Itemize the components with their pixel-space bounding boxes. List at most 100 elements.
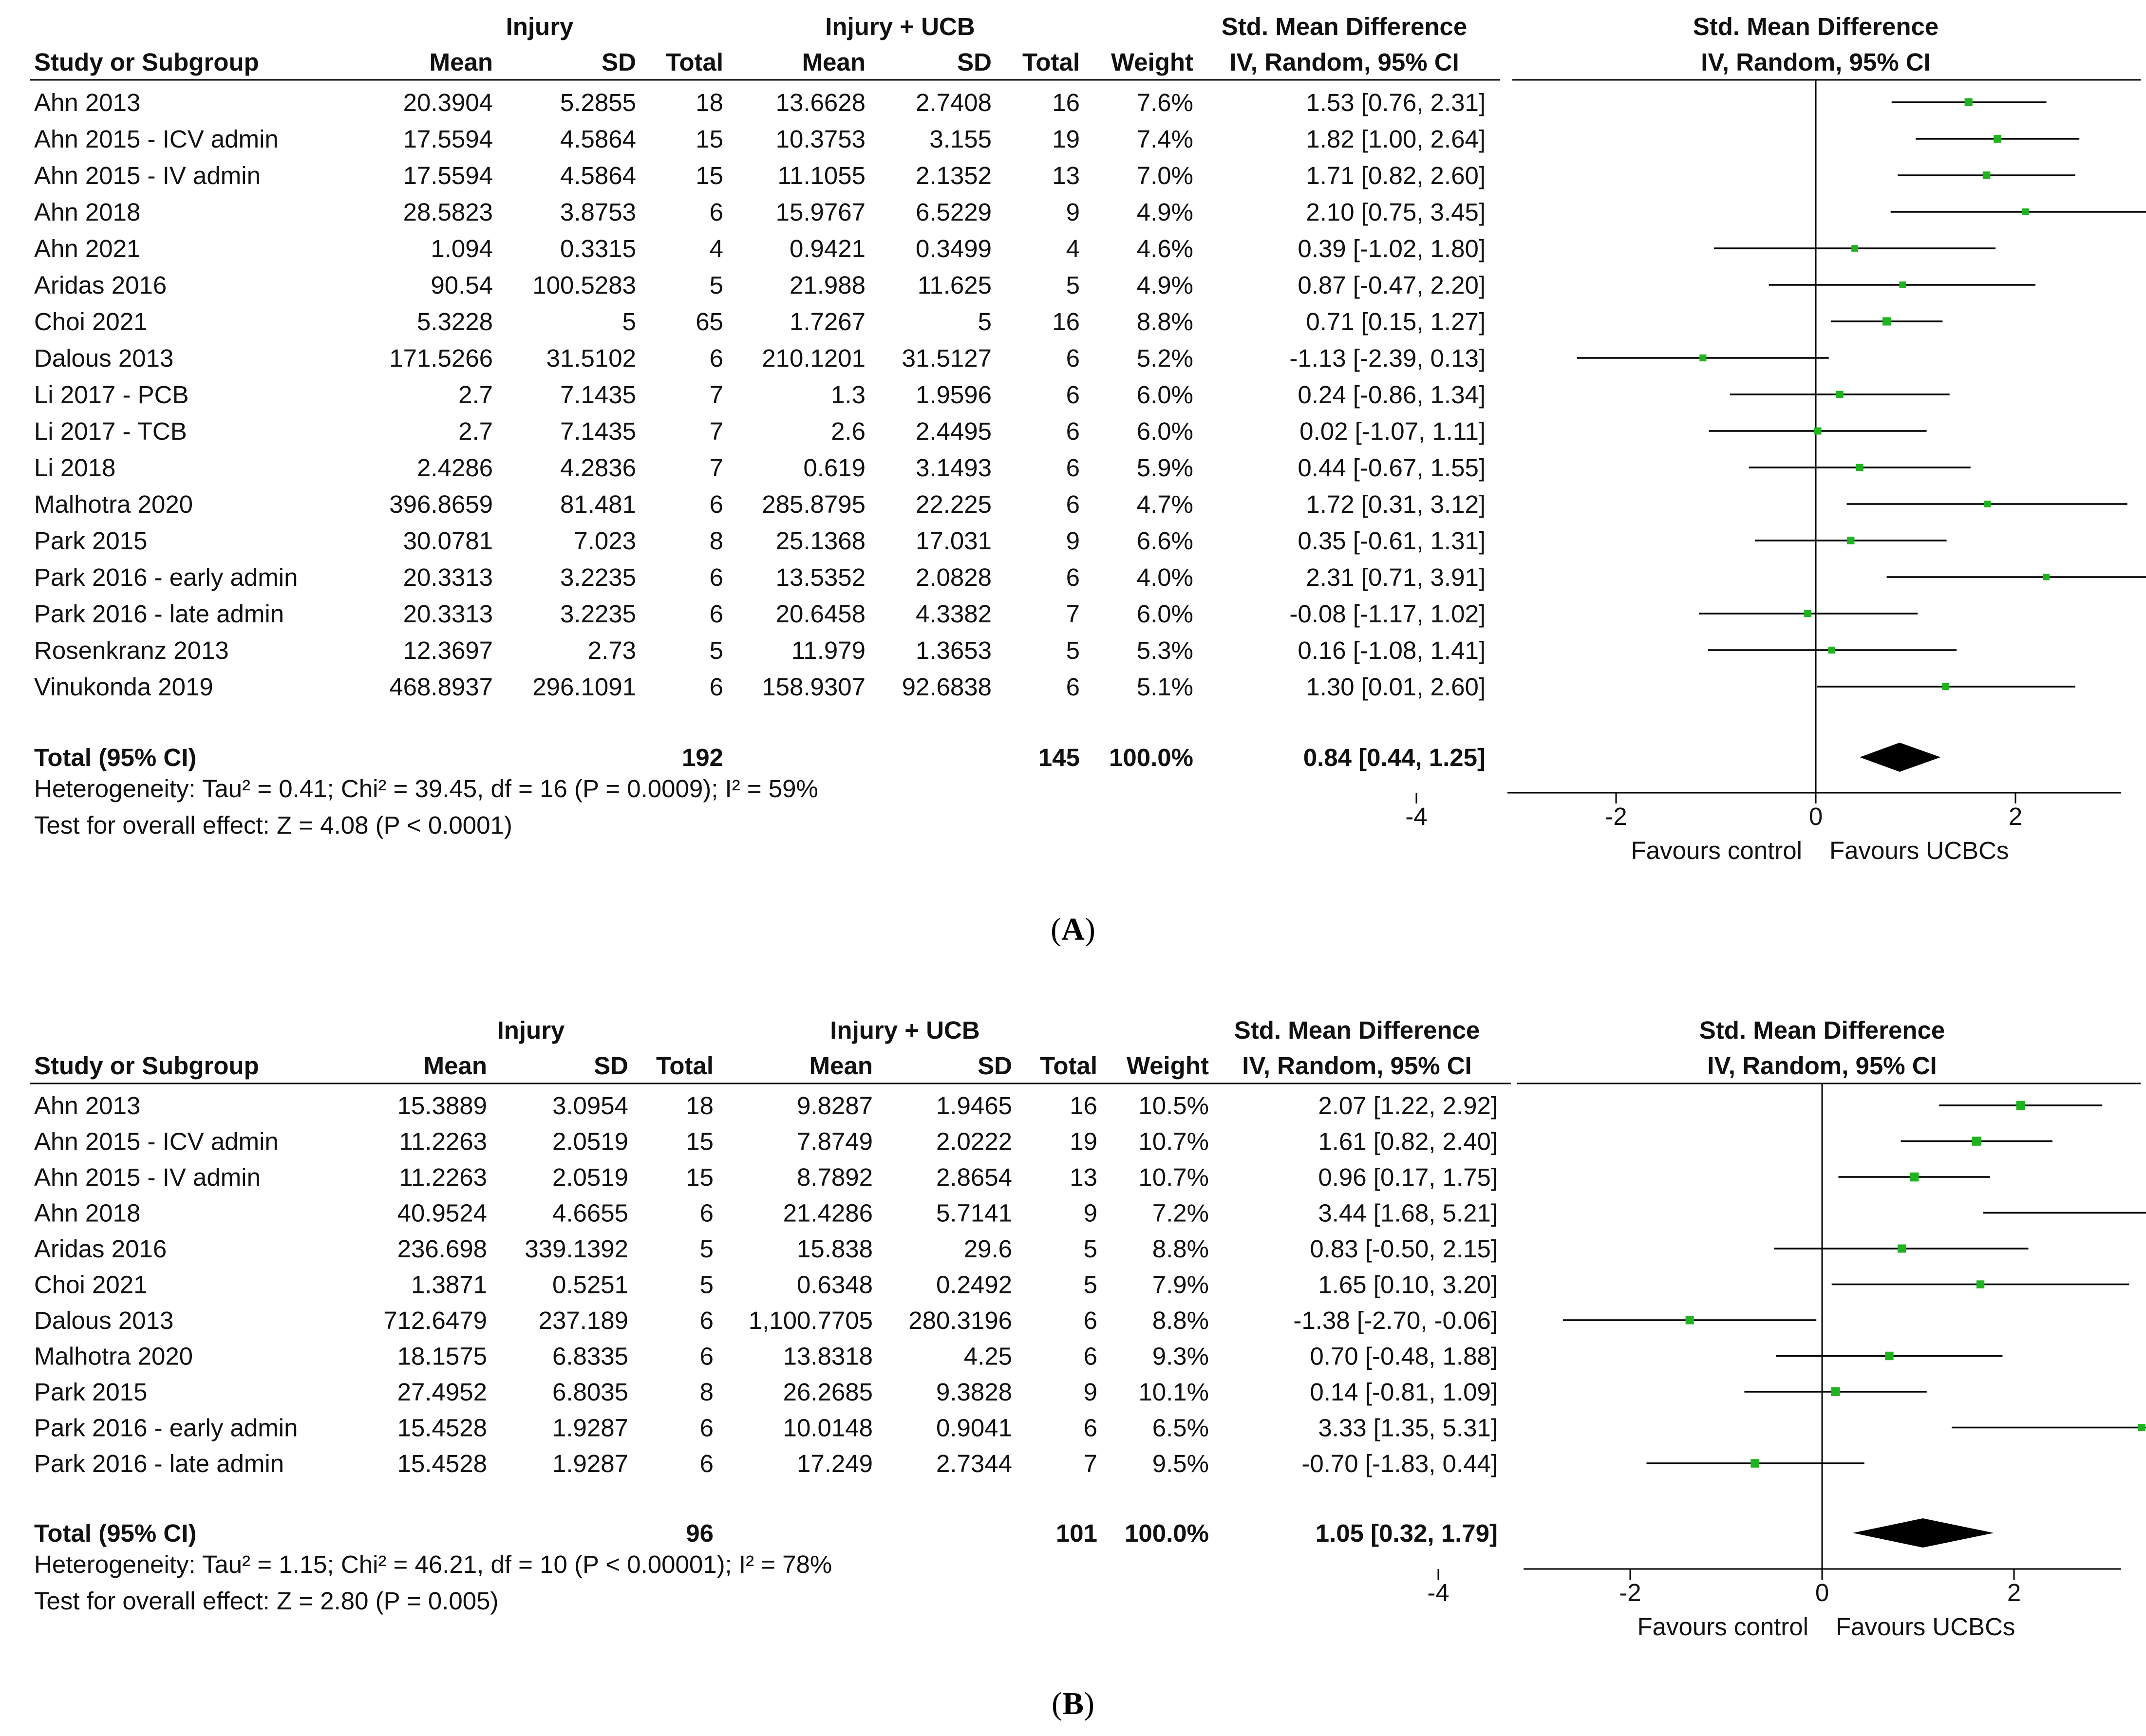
cell-mean-injury: 11.2263 bbox=[399, 1163, 487, 1191]
cell-weight: 9.5% bbox=[1152, 1450, 1209, 1477]
total-label: Total (95% CI) bbox=[34, 1519, 196, 1547]
cell-sd-ucb: 0.2492 bbox=[936, 1271, 1012, 1299]
cell-mean-injury: 12.3697 bbox=[403, 636, 493, 664]
cell-sd-ucb: 29.6 bbox=[964, 1235, 1012, 1263]
study-name: Aridas 2016 bbox=[34, 271, 167, 299]
cell-smd-ci: 0.44 [-0.67, 1.55] bbox=[1298, 454, 1486, 482]
header-weight: Weight bbox=[1111, 48, 1193, 76]
x-tick-label: -2 bbox=[1605, 803, 1627, 830]
cell-sd-ucb: 5 bbox=[978, 308, 992, 336]
x-tick-label: -2 bbox=[1619, 1579, 1641, 1606]
header-smd-left: Std. Mean Difference bbox=[1222, 13, 1467, 40]
cell-smd-ci: 1.65 [0.10, 3.20] bbox=[1318, 1271, 1498, 1299]
cell-total-ucb: 5 bbox=[1084, 1235, 1097, 1263]
point-estimate-marker bbox=[1856, 464, 1864, 471]
header-sd-ucb: SD bbox=[978, 1052, 1012, 1080]
header-group-injury: Injury bbox=[506, 13, 574, 40]
cell-total-ucb: 16 bbox=[1052, 308, 1080, 336]
cell-sd-injury: 1.9287 bbox=[552, 1414, 628, 1442]
point-estimate-marker bbox=[1847, 537, 1855, 544]
study-name: Ahn 2015 - IV admin bbox=[34, 1163, 261, 1191]
cell-mean-injury: 17.5594 bbox=[403, 162, 493, 189]
cell-mean-ucb: 2.6 bbox=[831, 417, 866, 445]
header-mean-injury: Mean bbox=[430, 48, 493, 76]
pooled-estimate-diamond bbox=[1860, 743, 1941, 772]
cell-mean-ucb: 25.1368 bbox=[776, 527, 866, 555]
header-total-injury: Total bbox=[656, 1052, 714, 1080]
cell-sd-injury: 6.8335 bbox=[552, 1343, 628, 1370]
cell-total-ucb: 7 bbox=[1084, 1450, 1097, 1477]
point-estimate-marker bbox=[1899, 281, 1906, 288]
cell-mean-ucb: 26.2685 bbox=[783, 1378, 873, 1406]
header-mean-ucb: Mean bbox=[809, 1052, 873, 1080]
cell-total-injury: 6 bbox=[710, 198, 723, 226]
favours-control-label: Favours control bbox=[1631, 837, 1802, 864]
cell-mean-injury: 2.7 bbox=[458, 381, 493, 409]
point-estimate-marker bbox=[1836, 391, 1844, 398]
cell-sd-injury: 5.2855 bbox=[560, 89, 636, 116]
cell-total-injury: 15 bbox=[686, 1163, 714, 1191]
cell-smd-ci: 3.33 [1.35, 5.31] bbox=[1318, 1414, 1498, 1442]
cell-weight: 8.8% bbox=[1137, 308, 1193, 336]
cell-total-ucb: 6 bbox=[1066, 454, 1080, 482]
point-estimate-marker bbox=[1828, 646, 1835, 654]
cell-weight: 10.5% bbox=[1138, 1092, 1209, 1120]
cell-smd-ci: -1.38 [-2.70, -0.06] bbox=[1293, 1307, 1498, 1334]
cell-sd-ucb: 17.031 bbox=[916, 527, 992, 555]
cell-weight: 9.3% bbox=[1152, 1343, 1209, 1370]
cell-sd-injury: 0.3315 bbox=[560, 235, 636, 262]
study-name: Park 2016 - late admin bbox=[34, 1450, 284, 1477]
cell-smd-ci: 1.30 [0.01, 2.60] bbox=[1306, 673, 1486, 701]
point-estimate-marker bbox=[1982, 171, 1991, 179]
heterogeneity-text: Heterogeneity: Tau² = 0.41; Chi² = 39.45… bbox=[34, 775, 818, 803]
cell-weight: 7.4% bbox=[1137, 125, 1193, 153]
cell-sd-ucb: 0.9041 bbox=[936, 1414, 1012, 1442]
cell-sd-injury: 2.0519 bbox=[552, 1128, 628, 1156]
cell-smd-ci: 0.96 [0.17, 1.75] bbox=[1318, 1163, 1498, 1191]
point-estimate-marker bbox=[1964, 98, 1973, 107]
cell-total-injury: 15 bbox=[686, 1128, 714, 1156]
study-name: Dalous 2013 bbox=[34, 344, 173, 372]
header-smd-right-sub: IV, Random, 95% CI bbox=[1707, 1052, 1937, 1080]
cell-sd-injury: 6.8035 bbox=[552, 1378, 628, 1406]
cell-mean-ucb: 11.1055 bbox=[777, 162, 866, 189]
cell-total-injury: 7 bbox=[710, 417, 723, 445]
cell-smd-ci: 0.39 [-1.02, 1.80] bbox=[1298, 235, 1486, 262]
cell-total-injury: 6 bbox=[710, 673, 723, 701]
cell-total-ucb: 6 bbox=[1066, 381, 1080, 409]
study-name: Park 2016 - early admin bbox=[34, 563, 298, 591]
cell-sd-injury: 0.5251 bbox=[552, 1271, 628, 1299]
overall-effect-text: Test for overall effect: Z = 2.80 (P = 0… bbox=[34, 1587, 498, 1615]
x-tick-label: -4 bbox=[1405, 803, 1427, 830]
cell-weight: 5.1% bbox=[1137, 673, 1193, 701]
cell-total-ucb: 13 bbox=[1070, 1163, 1097, 1191]
point-estimate-marker bbox=[1976, 1280, 1985, 1288]
cell-weight: 5.3% bbox=[1137, 636, 1193, 664]
cell-mean-injury: 20.3313 bbox=[403, 563, 493, 591]
cell-total-ucb: 16 bbox=[1070, 1092, 1097, 1120]
point-estimate-marker bbox=[1699, 354, 1707, 362]
cell-total-injury: 4 bbox=[710, 235, 723, 262]
x-tick-label: -4 bbox=[1427, 1579, 1449, 1606]
cell-total-ucb: 7 bbox=[1066, 600, 1080, 628]
cell-sd-injury: 7.023 bbox=[574, 527, 636, 555]
cell-total-ucb: 9 bbox=[1066, 198, 1080, 226]
point-estimate-marker bbox=[1972, 1137, 1981, 1146]
cell-smd-ci: 0.02 [-1.07, 1.11] bbox=[1299, 417, 1486, 445]
point-estimate-marker bbox=[1994, 135, 2002, 143]
header-sd-ucb: SD bbox=[957, 48, 992, 76]
point-estimate-marker bbox=[2043, 574, 2050, 580]
cell-total-ucb: 19 bbox=[1070, 1128, 1097, 1156]
cell-mean-ucb: 21.4286 bbox=[783, 1199, 873, 1227]
cell-mean-injury: 1.3871 bbox=[411, 1271, 487, 1299]
cell-sd-ucb: 4.3382 bbox=[916, 600, 992, 628]
cell-sd-injury: 7.1435 bbox=[560, 417, 636, 445]
cell-weight: 10.1% bbox=[1138, 1378, 1209, 1406]
cell-total-injury: 6 bbox=[710, 600, 723, 628]
point-estimate-marker bbox=[1885, 1351, 1894, 1361]
cell-sd-injury: 4.5864 bbox=[560, 162, 636, 189]
cell-sd-injury: 1.9287 bbox=[552, 1450, 628, 1477]
cell-smd-ci: -0.08 [-1.17, 1.02] bbox=[1289, 600, 1486, 628]
cell-mean-injury: 20.3904 bbox=[403, 89, 493, 116]
cell-sd-ucb: 2.7408 bbox=[916, 89, 992, 116]
